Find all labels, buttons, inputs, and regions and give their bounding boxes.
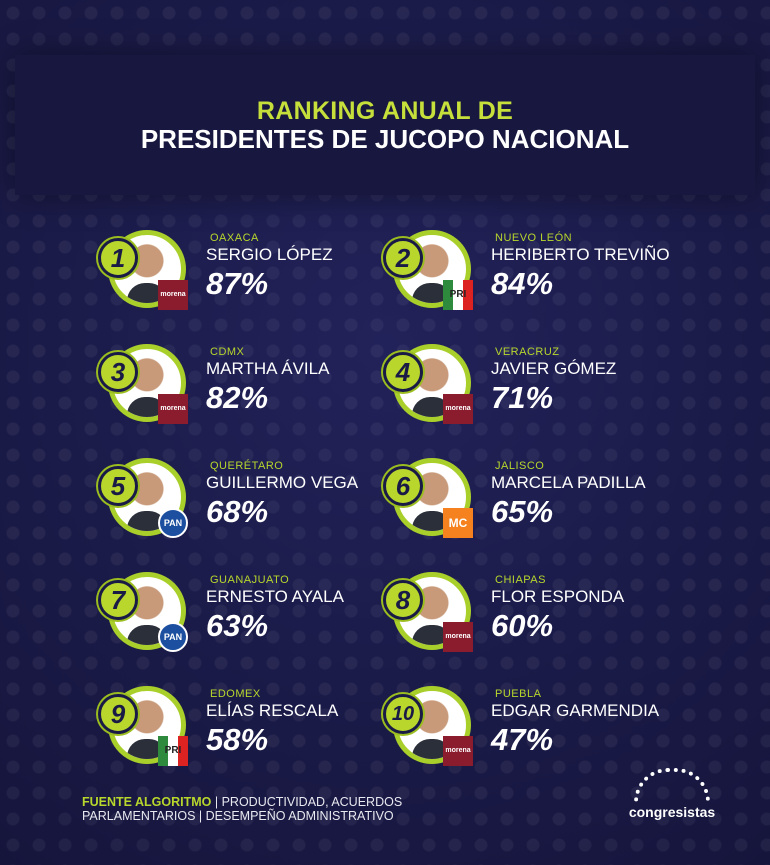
party-logo: morena	[443, 394, 473, 424]
source-label: FUENTE ALGORITMO	[82, 795, 212, 809]
ranking-card: 4 morena VERACRUZ JAVIER GÓMEZ 71%	[383, 342, 683, 442]
source-text: | PRODUCTIVIDAD, ACUERDOS	[211, 795, 403, 809]
state-label: CDMX	[210, 346, 245, 358]
rank-badge: 8	[383, 580, 423, 620]
rank-badge: 2	[383, 238, 423, 278]
person-name: EDGAR GARMENDIA	[491, 701, 660, 720]
rank-badge: 4	[383, 352, 423, 392]
state-label: PUEBLA	[495, 688, 542, 700]
ranking-card: 10 morena PUEBLA EDGAR GARMENDIA 47%	[383, 684, 683, 784]
state-label: NUEVO LEÓN	[495, 232, 573, 244]
percent-score: 82%	[206, 380, 269, 415]
party-logo: MC	[443, 508, 473, 538]
footer-source: FUENTE ALGORITMO | PRODUCTIVIDAD, ACUERD…	[82, 795, 402, 823]
rank-badge: 1	[98, 238, 138, 278]
person-name: GUILLERMO VEGA	[206, 473, 359, 492]
party-logo: PAN	[158, 622, 188, 652]
rank-badge: 10	[383, 694, 423, 734]
percent-score: 47%	[491, 722, 554, 757]
ranking-card: 8 morena CHIAPAS FLOR ESPONDA 60%	[383, 570, 683, 670]
percent-score: 60%	[491, 608, 554, 643]
title-line-2: PRESIDENTES DE JUCOPO NACIONAL	[140, 124, 630, 154]
rank-badge: 3	[98, 352, 138, 392]
person-name: MARTHA ÁVILA	[206, 359, 330, 378]
percent-score: 68%	[206, 494, 269, 529]
ranking-card: 1 morena OAXACA SERGIO LÓPEZ 87%	[98, 228, 398, 328]
ranking-card: 9 PRI EDOMEX ELÍAS RESCALA 58%	[98, 684, 398, 784]
state-label: VERACRUZ	[495, 346, 560, 358]
rank-badge: 5	[98, 466, 138, 506]
party-logo: morena	[443, 736, 473, 766]
person-name: ERNESTO AYALA	[206, 587, 344, 606]
person-name: FLOR ESPONDA	[491, 587, 625, 606]
rank-badge: 7	[98, 580, 138, 620]
percent-score: 58%	[206, 722, 269, 757]
ranking-card: 5 PAN QUERÉTARO GUILLERMO VEGA 68%	[98, 456, 398, 556]
state-label: CHIAPAS	[495, 574, 546, 586]
party-logo: morena	[443, 622, 473, 652]
title-banner	[15, 55, 755, 195]
percent-score: 71%	[491, 380, 554, 415]
hemicycle-icon	[634, 768, 710, 802]
source-text-2: PARLAMENTARIOS | DESEMPEÑO ADMINISTRATIV…	[82, 809, 394, 823]
person-name: HERIBERTO TREVIÑO	[491, 245, 670, 264]
party-logo: PRI	[158, 736, 188, 766]
party-logo: morena	[158, 280, 188, 310]
person-name: SERGIO LÓPEZ	[206, 245, 333, 264]
brand-name: congresistas	[628, 804, 716, 820]
rank-badge: 9	[98, 694, 138, 734]
person-name: MARCELA PADILLA	[491, 473, 646, 492]
percent-score: 63%	[206, 608, 269, 643]
ranking-card: 3 morena CDMX MARTHA ÁVILA 82%	[98, 342, 398, 442]
ranking-card: 7 PAN GUANAJUATO ERNESTO AYALA 63%	[98, 570, 398, 670]
ranking-card: 6 MC JALISCO MARCELA PADILLA 65%	[383, 456, 683, 556]
title-line-1: RANKING ANUAL DE	[256, 97, 514, 125]
percent-score: 87%	[206, 266, 269, 301]
ranking-card: 2 PRI NUEVO LEÓN HERIBERTO TREVIÑO 84%	[383, 228, 683, 328]
person-name: ELÍAS RESCALA	[206, 701, 339, 720]
state-label: QUERÉTARO	[210, 460, 284, 472]
state-label: OAXACA	[210, 232, 259, 244]
percent-score: 65%	[491, 494, 554, 529]
party-logo: PAN	[158, 508, 188, 538]
party-logo: PRI	[443, 280, 473, 310]
brand-logo: congresistas	[622, 768, 722, 820]
percent-score: 84%	[491, 266, 554, 301]
rank-badge: 6	[383, 466, 423, 506]
person-name: JAVIER GÓMEZ	[491, 359, 617, 378]
state-label: GUANAJUATO	[210, 574, 290, 586]
party-logo: morena	[158, 394, 188, 424]
state-label: JALISCO	[495, 460, 545, 472]
state-label: EDOMEX	[210, 688, 261, 700]
